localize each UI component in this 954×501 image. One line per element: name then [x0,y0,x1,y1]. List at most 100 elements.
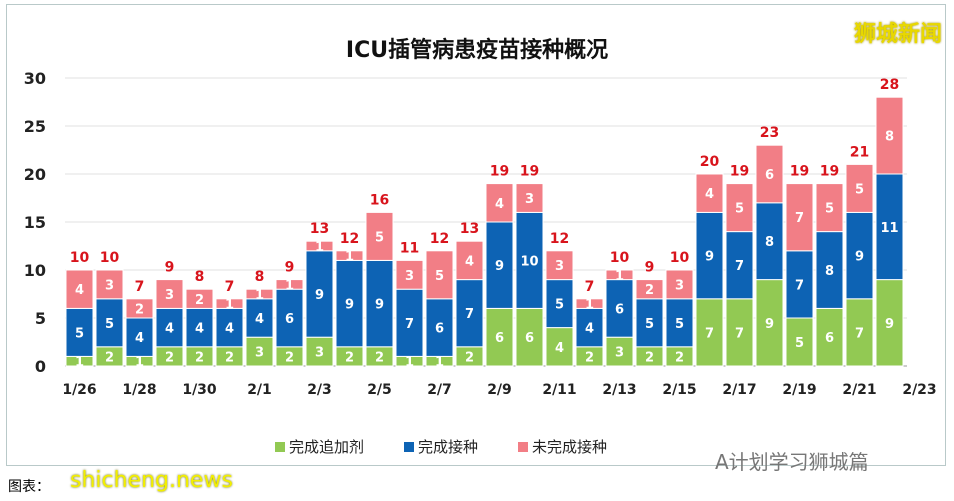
segment-label: 2 [165,350,174,365]
bar-segment [515,183,544,213]
segment-label: 3 [525,192,534,207]
total-label: 19 [790,164,809,180]
segment-label: 7 [735,259,744,274]
bar-segment [815,183,844,233]
bar-segment [215,298,244,309]
segment-label: 4 [225,322,234,337]
segment-label: 5 [855,182,864,197]
x-tick-label: 1/28 [122,382,156,398]
y-tick-label: 10 [24,261,46,280]
segment-label: 7 [735,326,744,341]
total-label: 19 [490,164,509,180]
bar-segment [245,298,274,338]
x-tick-label: 2/5 [367,382,392,398]
segment-label: 2 [195,350,204,365]
segment-label: 2 [225,350,234,365]
y-tick-label: 30 [24,69,46,88]
x-tick-label: 2/21 [842,382,876,398]
x-tick-label: 2/7 [427,382,452,398]
segment-label: 9 [885,317,894,332]
bar-segment [785,183,814,252]
bar-segment [65,269,94,309]
bar-segment [485,221,514,309]
x-tick-label: 2/9 [487,382,512,398]
legend: 完成追加剂 完成接种 未完成接种 [275,436,607,457]
y-tick-label: 5 [35,309,46,328]
bar-segment [665,298,694,348]
bar-segment [875,96,904,175]
segment-label: 3 [315,346,324,361]
bar-segment [785,317,814,367]
bar-segment [395,288,424,357]
segment-label: 4 [75,283,84,298]
segment-label: 1 [255,288,264,303]
legend-swatch [275,442,285,452]
bar-segment [755,144,784,204]
segment-label: 7 [705,326,714,341]
bar-segment [575,298,604,309]
bar-segment [695,173,724,213]
x-tick-label: 2/11 [542,382,576,398]
bar-segment [95,298,124,348]
segment-label: 4 [135,331,144,346]
caption: 图表： [8,479,50,495]
bar-segment [875,279,904,367]
segment-label: 7 [405,317,414,332]
segment-label: 9 [375,298,384,313]
segment-label: 4 [555,341,564,356]
segment-label: 3 [555,259,564,274]
total-label: 19 [730,164,749,180]
total-label: 10 [610,250,630,266]
segment-label: 3 [615,346,624,361]
total-label: 19 [520,164,539,180]
x-tick-label: 1/30 [182,382,217,398]
segment-label: 9 [495,259,504,274]
segment-label: 6 [525,331,534,346]
segment-label: 2 [285,350,294,365]
legend-label: 完成追加剂 [289,438,365,456]
legend-label: 未完成接种 [532,438,608,456]
segment-label: 2 [645,350,654,365]
total-label: 10 [100,250,120,266]
total-label: 10 [670,250,690,266]
bar-segment [275,279,304,290]
bar-segment [455,240,484,281]
segment-label: 2 [105,350,114,365]
bar-segment [665,269,694,300]
segment-label: 3 [405,269,414,284]
total-label: 12 [550,231,569,247]
total-label: 7 [585,279,595,295]
segment-label: 1 [225,298,234,313]
total-label: 7 [225,279,235,295]
total-label: 11 [400,240,419,256]
x-tick-label: 2/1 [247,382,272,398]
segment-label: 5 [645,317,654,332]
y-tick-label: 15 [24,213,46,232]
segment-label: 2 [195,293,204,308]
bar-segment [545,327,574,367]
segment-label: 8 [885,130,894,145]
segment-label: 4 [465,254,474,269]
bar-segment [335,259,364,348]
bar-segment [185,307,214,348]
y-tick-label: 20 [24,165,46,184]
bar-segment [125,317,154,357]
segment-label: 6 [765,168,774,183]
bar-segment [635,298,664,348]
bar-segment [725,231,754,300]
total-label: 19 [820,164,839,180]
segment-label: 3 [165,288,174,303]
bar-segment [545,279,574,329]
watermark-bottom-right: A计划学习狮城篇 [715,450,869,474]
segment-label: 8 [825,264,834,279]
legend-label: 完成接种 [418,438,479,456]
total-label: 21 [850,144,869,160]
segment-label: 5 [105,317,114,332]
x-tick-label: 2/13 [602,382,636,398]
total-label: 28 [880,77,899,93]
total-label: 8 [195,269,205,285]
legend-item-complete: 完成接种 [404,436,478,457]
total-label: 12 [430,231,449,247]
segment-label: 1 [615,269,624,284]
bar-segment [485,307,514,367]
